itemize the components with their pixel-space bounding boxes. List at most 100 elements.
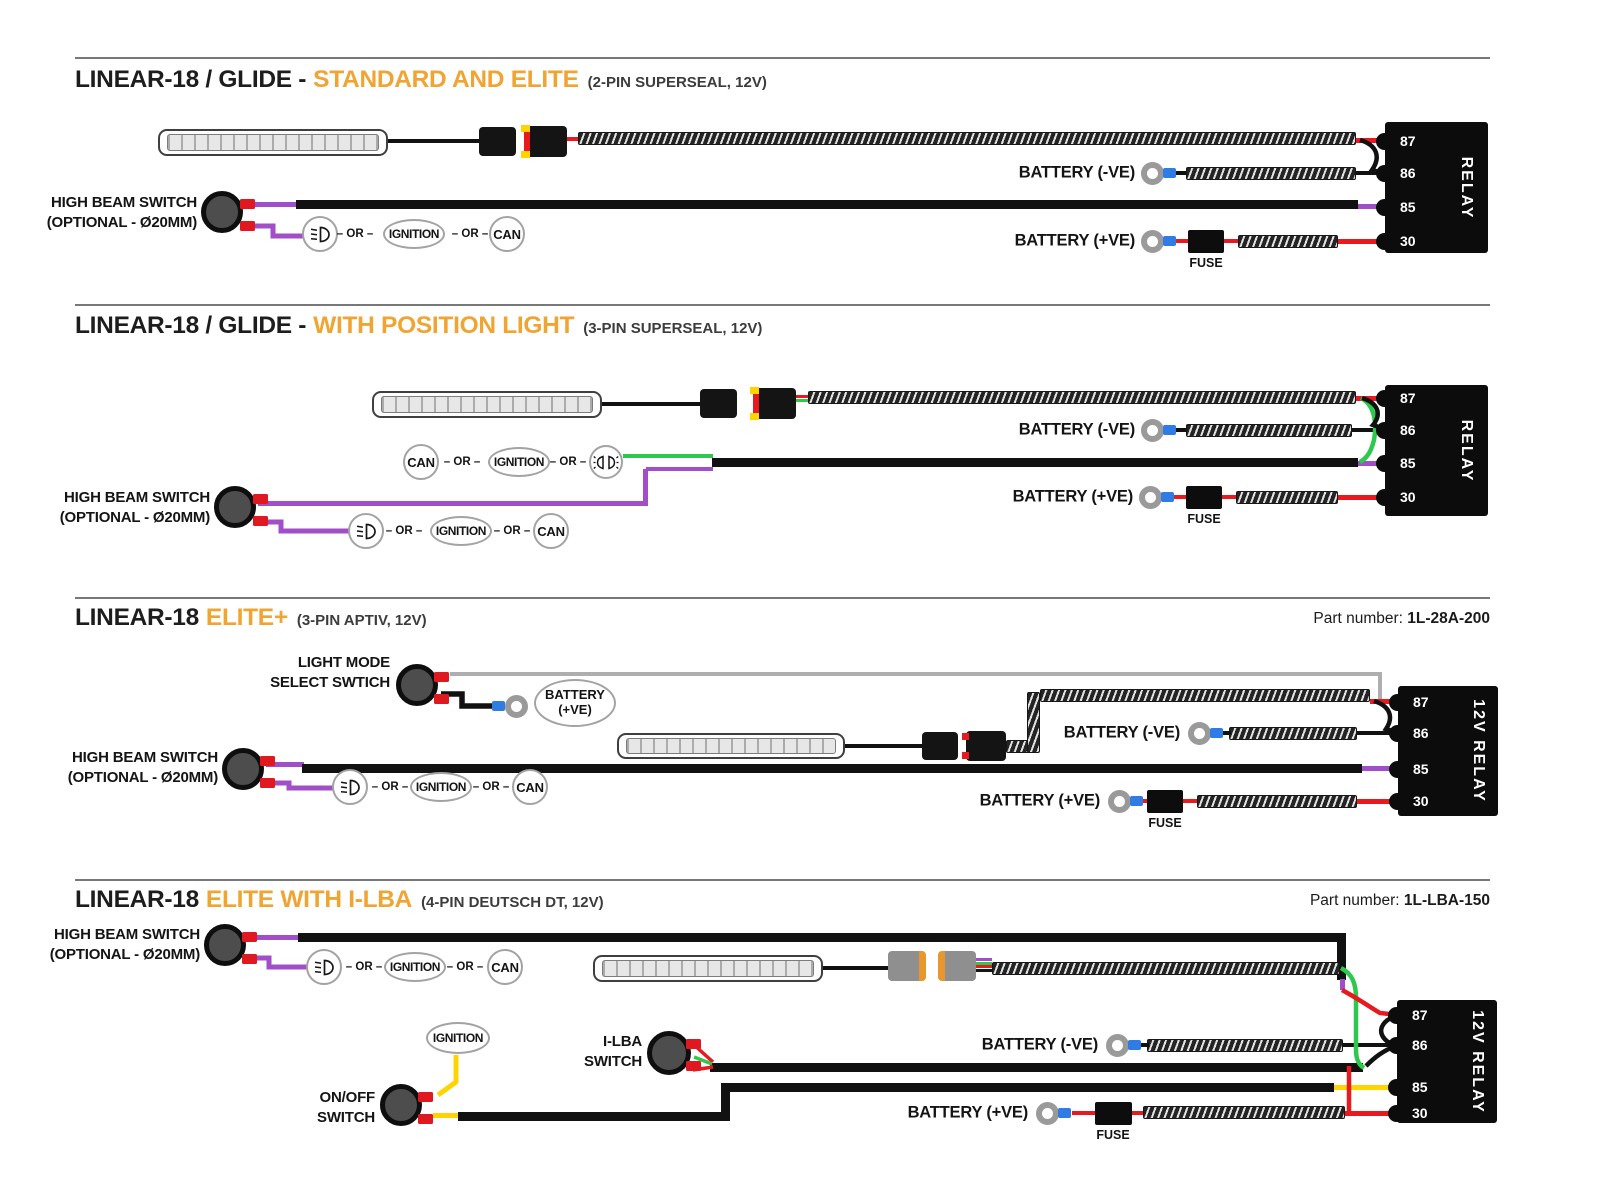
purple-wire bbox=[266, 762, 304, 767]
can-option: CAN bbox=[489, 216, 525, 252]
section3-title: LINEAR-18 ELITE+ (3-PIN APTIV, 12V) bbox=[75, 604, 427, 632]
switch-terminal bbox=[418, 1114, 433, 1124]
battery-pos-cable bbox=[1238, 235, 1338, 248]
fuse-red-wire bbox=[1183, 799, 1197, 803]
ignition-option: IGNITION bbox=[384, 952, 446, 982]
light-bar bbox=[158, 129, 388, 156]
title-main: LINEAR-18 bbox=[75, 604, 199, 631]
switch-terminal bbox=[242, 932, 257, 942]
relay-pin-87 bbox=[1389, 693, 1406, 711]
crimp-connector bbox=[1210, 728, 1223, 738]
relay-label: RELAY bbox=[1458, 156, 1475, 219]
battery-positive-label: BATTERY (+VE) bbox=[979, 791, 1101, 810]
purple-tip bbox=[1340, 979, 1345, 990]
purple-wire bbox=[646, 467, 713, 471]
title-note: (4-PIN DEUTSCH DT, 12V) bbox=[421, 894, 604, 911]
lightbar-lead-wire bbox=[845, 744, 922, 748]
light-bar-leds bbox=[167, 134, 379, 151]
low-beam-option bbox=[302, 216, 338, 252]
battery-neg-cable bbox=[1147, 1039, 1343, 1052]
section1-title: LINEAR-18 / GLIDE - STANDARD AND ELITE (2-… bbox=[75, 66, 767, 94]
ignition-option: IGNITION bbox=[426, 1022, 490, 1054]
battery-pos-cable bbox=[1236, 491, 1338, 504]
ignition-option: IGNITION bbox=[383, 219, 445, 249]
relay-pin-30-label: 30 bbox=[1400, 489, 1416, 505]
ring-terminal bbox=[1036, 1102, 1059, 1125]
crimp-connector bbox=[1128, 1040, 1141, 1050]
battery-neg-stub bbox=[1176, 171, 1186, 175]
section4-title: LINEAR-18 ELITE WITH I-LBA (4-PIN DEUTSCH … bbox=[75, 886, 604, 914]
can-option: CAN bbox=[403, 444, 439, 480]
pin30-red-tip bbox=[1338, 239, 1387, 244]
switch-terminal bbox=[240, 199, 255, 209]
crimp-connector bbox=[1058, 1108, 1071, 1118]
crimp-connector bbox=[1163, 236, 1176, 246]
battery-pos-red-stub bbox=[1072, 1111, 1095, 1115]
fuse bbox=[1186, 486, 1222, 509]
pin30-red-tip bbox=[1357, 799, 1400, 804]
light-bar bbox=[617, 733, 845, 759]
stub-red bbox=[976, 965, 992, 968]
section-divider bbox=[75, 304, 1490, 306]
ring-terminal bbox=[1139, 486, 1162, 509]
purple-wire bbox=[249, 935, 300, 940]
low-beam-option bbox=[348, 513, 384, 549]
high-beam-switch bbox=[204, 924, 246, 966]
relay-pin-87-label: 87 bbox=[1413, 694, 1429, 710]
crimp-connector bbox=[1163, 168, 1176, 178]
fuse-label: FUSE bbox=[1189, 256, 1223, 270]
can-option: CAN bbox=[533, 513, 569, 549]
position-light-option bbox=[589, 445, 623, 479]
ring-terminal bbox=[1188, 722, 1211, 745]
ilba-switch-label: I-LBA SWITCH bbox=[584, 1033, 642, 1070]
pin85-yellow-tip bbox=[1334, 1085, 1398, 1090]
relay-pin-85 bbox=[1376, 454, 1393, 472]
relay-pin-85 bbox=[1376, 198, 1393, 216]
relay-label: 12V RELAY bbox=[1469, 1009, 1486, 1114]
purple-wire bbox=[258, 501, 648, 506]
low-beam-icon bbox=[310, 226, 330, 242]
ring-terminal bbox=[1106, 1034, 1129, 1057]
high-beam-switch bbox=[214, 486, 256, 528]
relay-pin-30-label: 30 bbox=[1412, 1105, 1428, 1121]
title-note: (2-PIN SUPERSEAL, 12V) bbox=[587, 74, 767, 91]
title-accent: ELITE WITH I-LBA bbox=[205, 886, 413, 913]
light-mode-gray-riser bbox=[1378, 672, 1382, 700]
switch-terminal bbox=[253, 494, 268, 504]
relay-pin-30 bbox=[1389, 792, 1406, 810]
ignition-option: IGNITION bbox=[430, 516, 492, 546]
high-beam-switch-label: HIGH BEAM SWITCH (OPTIONAL - Ø20MM) bbox=[46, 194, 197, 231]
switch-terminal bbox=[686, 1061, 701, 1071]
fuse-red-wire bbox=[1224, 239, 1238, 243]
light-bar bbox=[372, 391, 602, 418]
switch-terminal bbox=[253, 516, 268, 526]
deutsch-dt-connector bbox=[888, 951, 926, 981]
ring-terminal bbox=[505, 695, 528, 718]
relay-pin-87-label: 87 bbox=[1400, 133, 1416, 149]
switch-terminal bbox=[434, 672, 449, 682]
can-option: CAN bbox=[512, 769, 548, 805]
switch-trigger-wire bbox=[296, 200, 1358, 209]
title-note: (3-PIN SUPERSEAL, 12V) bbox=[583, 320, 763, 337]
connector-male bbox=[700, 389, 737, 418]
relay-pin-86-label: 86 bbox=[1400, 165, 1416, 181]
relay-pin-30-label: 30 bbox=[1413, 793, 1429, 809]
light-mode-select-switch bbox=[396, 664, 438, 706]
green-stub-wire bbox=[796, 399, 808, 402]
section2-title: LINEAR-18 / GLIDE - WITH POSITION LIGHT (3… bbox=[75, 312, 762, 340]
or-label: – OR – bbox=[443, 456, 481, 468]
superseal-2pin-connector bbox=[521, 125, 567, 158]
section-divider bbox=[75, 57, 1490, 59]
low-beam-icon bbox=[340, 779, 360, 795]
ring-terminal bbox=[1141, 230, 1164, 253]
crimp-connector bbox=[1161, 492, 1174, 502]
relay-pin-85-label: 85 bbox=[1413, 761, 1429, 777]
ilba-switch bbox=[647, 1031, 691, 1075]
switch-terminal bbox=[434, 694, 449, 704]
high-beam-switch-label: HIGH BEAM SWITCH (OPTIONAL - Ø20MM) bbox=[67, 749, 218, 786]
battery-neg-stub bbox=[1141, 1043, 1149, 1047]
relay-pin-87-label: 87 bbox=[1400, 390, 1416, 406]
switch-trigger-wire bbox=[298, 933, 1346, 942]
battery-neg-cable bbox=[1186, 167, 1356, 180]
